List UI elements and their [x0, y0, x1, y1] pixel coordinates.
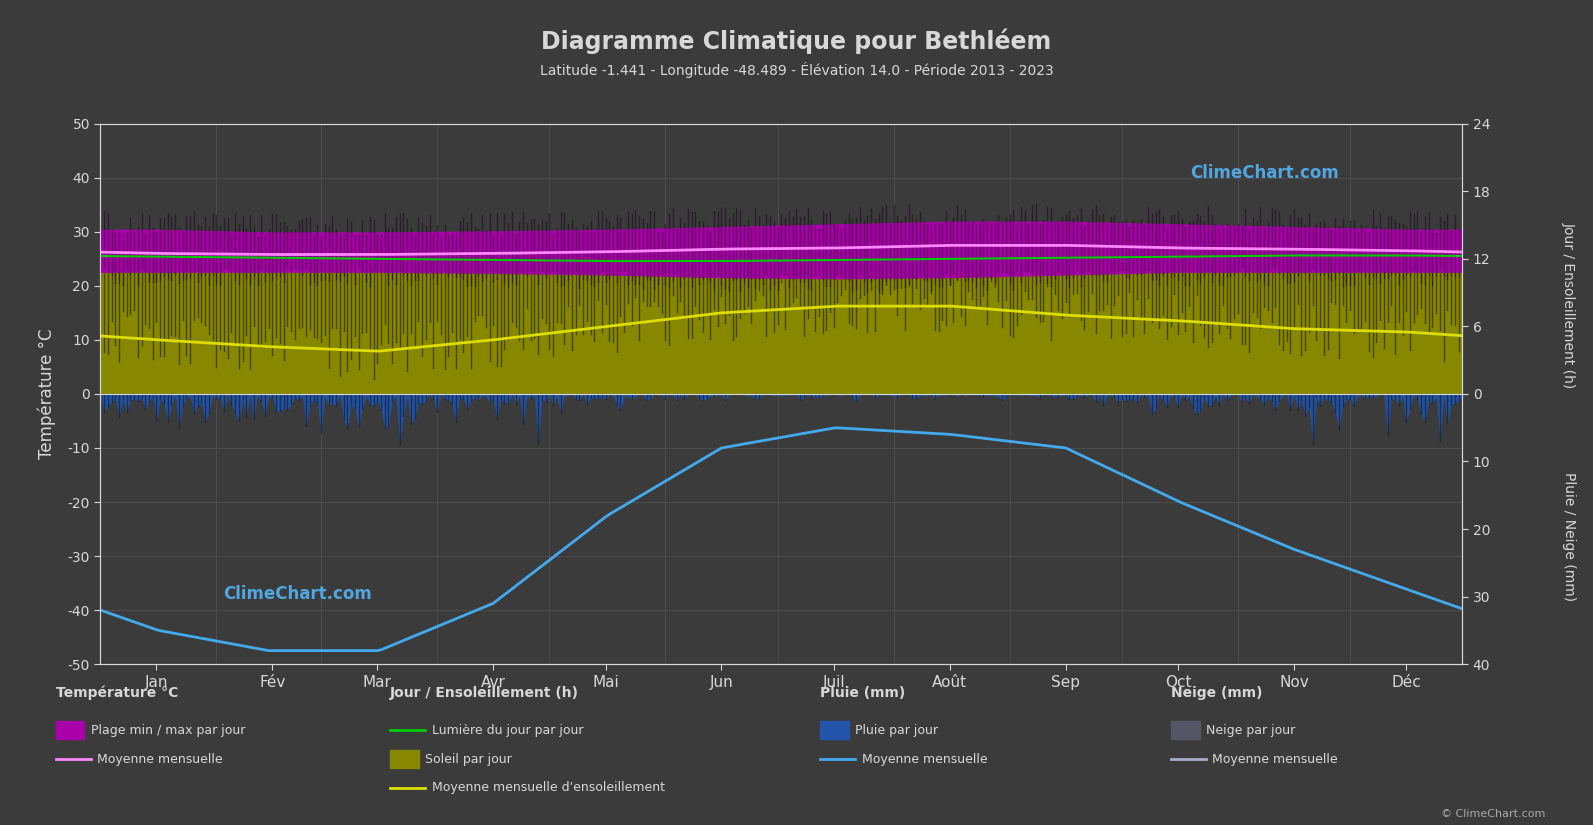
Text: Jour / Ensoleillement (h): Jour / Ensoleillement (h) — [390, 686, 580, 700]
Text: Température °C: Température °C — [56, 686, 178, 700]
Text: Latitude -1.441 - Longitude -48.489 - Élévation 14.0 - Période 2013 - 2023: Latitude -1.441 - Longitude -48.489 - Él… — [540, 62, 1053, 78]
Text: Pluie (mm): Pluie (mm) — [820, 686, 906, 700]
Text: ClimeChart.com: ClimeChart.com — [1190, 164, 1338, 182]
Text: Neige par jour: Neige par jour — [1206, 724, 1295, 737]
Text: Diagramme Climatique pour Bethléem: Diagramme Climatique pour Bethléem — [542, 29, 1051, 54]
Text: Jour / Ensoleillement (h): Jour / Ensoleillement (h) — [1563, 222, 1575, 389]
Text: Moyenne mensuelle: Moyenne mensuelle — [862, 752, 988, 766]
Y-axis label: Température °C: Température °C — [38, 328, 56, 460]
Text: Soleil par jour: Soleil par jour — [425, 752, 511, 766]
Text: Pluie par jour: Pluie par jour — [855, 724, 938, 737]
Text: Moyenne mensuelle: Moyenne mensuelle — [97, 752, 223, 766]
Text: Plage min / max par jour: Plage min / max par jour — [91, 724, 245, 737]
Text: Moyenne mensuelle: Moyenne mensuelle — [1212, 752, 1338, 766]
Text: Neige (mm): Neige (mm) — [1171, 686, 1262, 700]
Text: Moyenne mensuelle d'ensoleillement: Moyenne mensuelle d'ensoleillement — [432, 781, 664, 794]
Text: © ClimeChart.com: © ClimeChart.com — [1440, 808, 1545, 818]
Text: Pluie / Neige (mm): Pluie / Neige (mm) — [1563, 472, 1575, 601]
Text: Lumière du jour par jour: Lumière du jour par jour — [432, 724, 583, 737]
Text: ClimeChart.com: ClimeChart.com — [223, 585, 371, 603]
